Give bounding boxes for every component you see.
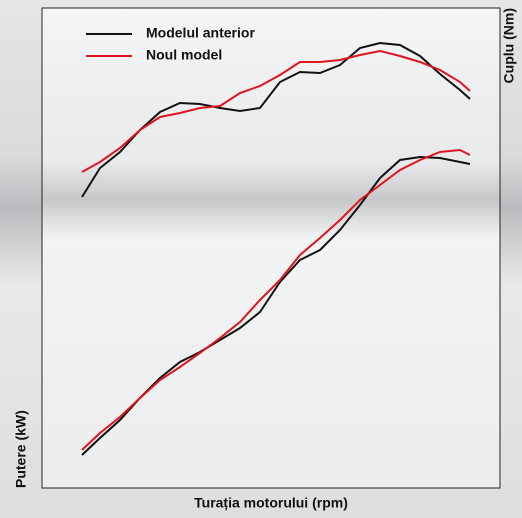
x-axis-label: Turația motorului (rpm): [194, 495, 348, 511]
legend-label: Modelul anterior: [146, 25, 255, 41]
y-axis-label: Putere (kW): [13, 410, 29, 488]
power-line: [81, 148, 471, 451]
legend-label: Noul model: [146, 47, 222, 63]
y2-axis-label: Cuplu (Nm): [501, 8, 517, 83]
torque-line: [81, 49, 471, 173]
torque-line: [81, 41, 471, 198]
plot-area: [41, 7, 501, 489]
